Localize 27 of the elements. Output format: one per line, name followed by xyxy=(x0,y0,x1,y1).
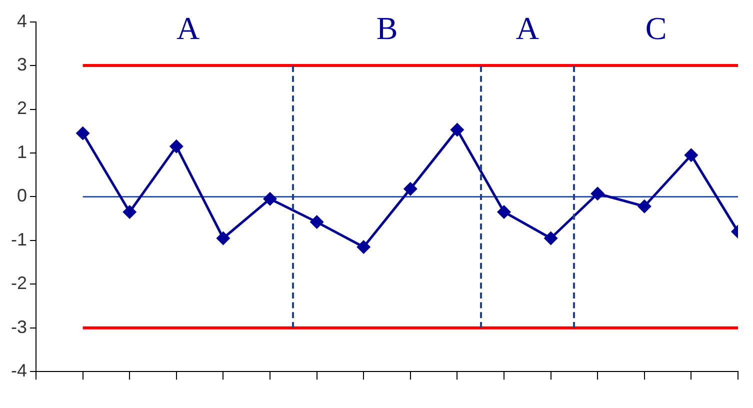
point xyxy=(356,240,371,254)
point xyxy=(497,205,511,220)
point xyxy=(403,182,418,196)
point xyxy=(310,215,324,230)
point xyxy=(637,199,652,214)
y-tick-label: 1 xyxy=(16,142,28,162)
point xyxy=(216,231,230,246)
point xyxy=(590,186,605,201)
annotation: C xyxy=(645,10,667,46)
y-tick-label: 4 xyxy=(16,10,28,31)
annotation: B xyxy=(376,10,398,46)
point xyxy=(263,192,278,206)
annotation: A xyxy=(176,10,200,46)
y-tick-label: 2 xyxy=(16,98,28,118)
point xyxy=(169,139,184,154)
point xyxy=(684,148,698,162)
point xyxy=(544,231,558,246)
y-tick-label: -3 xyxy=(10,316,28,337)
y-tick-label: 0 xyxy=(16,186,28,206)
y-tick-label: -2 xyxy=(10,273,28,294)
y-tick-label: -1 xyxy=(10,229,28,250)
y-tick-label: -4 xyxy=(10,360,28,381)
annotation: A xyxy=(516,10,539,46)
y-tick-label: 3 xyxy=(16,54,28,74)
point xyxy=(450,122,464,137)
point xyxy=(122,205,137,220)
point xyxy=(76,126,90,140)
